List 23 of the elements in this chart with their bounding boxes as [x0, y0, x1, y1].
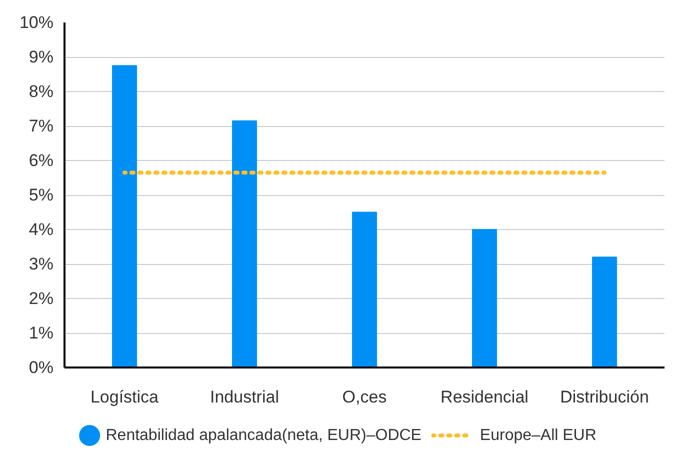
legend-label: Rentabilidad apalancada(neta, EUR)–ODCE [106, 427, 422, 444]
y-tick-label: 9% [28, 48, 54, 66]
y-tick-label: 3% [28, 254, 54, 274]
y-tick-label: 1% [28, 324, 54, 342]
y-tick-label: 8% [28, 82, 54, 101]
legend-label: Europe–All EUR [480, 427, 596, 444]
y-tick-label: 4% [28, 220, 54, 239]
bar [472, 229, 497, 368]
x-tick-label: O,ces [342, 388, 387, 406]
bar [592, 256, 617, 368]
x-tick-label: Logística [90, 388, 160, 406]
x-tick-label: Residencial [440, 388, 528, 406]
y-tick-label: 2% [28, 289, 54, 308]
bar [232, 120, 257, 368]
y-tick-label: 5% [28, 186, 54, 204]
y-tick-label: 0% [28, 358, 54, 377]
x-tick-label: Industrial [210, 388, 279, 406]
y-tick-label: 10% [19, 13, 54, 32]
bar [352, 212, 377, 368]
y-tick-label: 6% [28, 151, 54, 170]
y-tick-label: 7% [28, 116, 54, 136]
x-tick-label: Distribución [560, 388, 649, 406]
bar [112, 65, 137, 368]
